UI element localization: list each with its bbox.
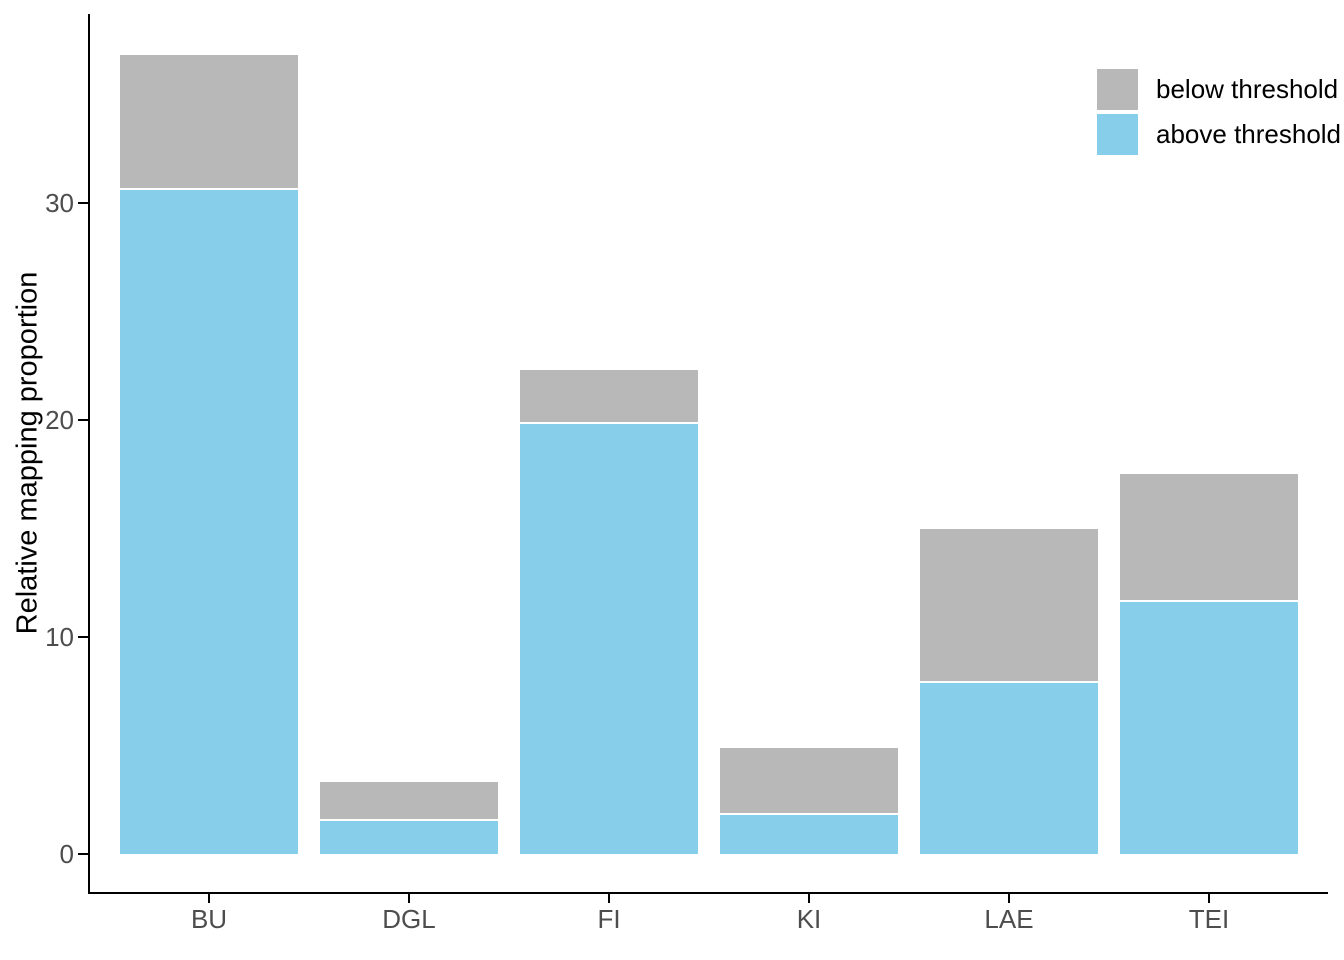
y-axis-line — [88, 14, 90, 894]
x-tick-label-ki: KI — [796, 904, 822, 934]
bar-dgl-below-threshold — [320, 782, 498, 820]
x-tick-label-tei: TEI — [1188, 904, 1230, 934]
x-tick-lae — [1008, 894, 1010, 903]
legend-swatch-above-threshold-icon — [1097, 114, 1138, 155]
bar-tei-below-threshold — [1120, 474, 1298, 601]
bar-ki-above-threshold — [720, 814, 898, 854]
legend: below threshold above threshold — [1097, 69, 1341, 159]
bar-lae-above-threshold — [920, 682, 1098, 854]
bar-bu-below-threshold — [120, 55, 298, 188]
y-tick-0 — [78, 853, 88, 855]
y-tick-10 — [78, 636, 88, 638]
y-tick-label-0: 0 — [59, 839, 74, 869]
x-tick-ki — [808, 894, 810, 903]
bar-fi-above-threshold — [520, 424, 698, 854]
y-tick-30 — [78, 202, 88, 204]
x-tick-bu — [208, 894, 210, 903]
bar-dgl-above-threshold — [320, 821, 498, 854]
legend-label-below-threshold: below threshold — [1156, 74, 1339, 104]
x-tick-fi — [608, 894, 610, 903]
x-tick-label-fi: FI — [597, 904, 621, 934]
y-tick-label-10: 10 — [45, 622, 74, 652]
x-tick-tei — [1208, 894, 1210, 903]
legend-item-below-threshold: below threshold — [1097, 69, 1341, 110]
y-tick-20 — [78, 419, 88, 421]
bar-ki-below-threshold — [720, 747, 898, 813]
bar-lae-below-threshold — [920, 528, 1098, 681]
legend-label-above-threshold: above threshold — [1156, 119, 1342, 149]
bar-tei-above-threshold — [1120, 602, 1298, 854]
x-tick-label-dgl: DGL — [382, 904, 436, 934]
x-axis-line — [88, 892, 1328, 894]
x-tick-label-lae: LAE — [984, 904, 1034, 934]
y-tick-label-30: 30 — [45, 188, 74, 218]
bar-bu-above-threshold — [120, 189, 298, 854]
x-tick-label-bu: BU — [190, 904, 228, 934]
y-tick-label-20: 20 — [45, 405, 74, 435]
legend-swatch-below-threshold-icon — [1097, 69, 1138, 110]
bar-fi-below-threshold — [520, 370, 698, 423]
legend-item-above-threshold: above threshold — [1097, 114, 1341, 155]
x-tick-dgl — [408, 894, 410, 903]
